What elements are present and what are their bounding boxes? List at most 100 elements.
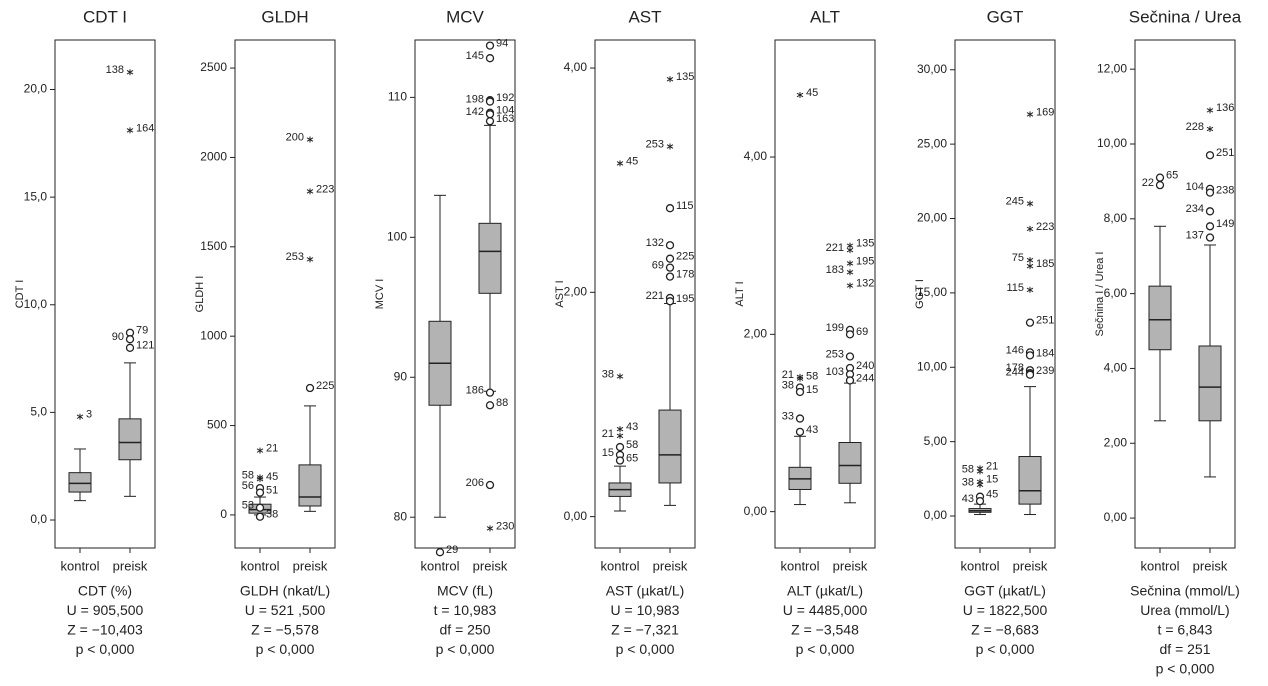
outlier-label: 115 — [676, 200, 694, 212]
y-tick-label: 1500 — [200, 239, 227, 253]
outlier-label: 234 — [1186, 203, 1204, 215]
outlier — [665, 263, 675, 272]
outlier-label: 238 — [1216, 185, 1234, 197]
outlier — [615, 456, 625, 465]
caption-line: Z = −8,683 — [971, 622, 1039, 638]
y-tick-label: 2500 — [200, 60, 227, 74]
outlier-label: 163 — [496, 113, 514, 125]
extreme — [306, 188, 314, 195]
outlier-label: 103 — [826, 366, 844, 378]
outlier-label: 58 — [962, 463, 974, 475]
outlier-label: 240 — [856, 360, 874, 372]
outlier-label: 69 — [652, 260, 664, 272]
panel-title: Sečnina / Urea — [1129, 7, 1242, 26]
x-tick-label: preisk — [113, 558, 148, 573]
caption-line: df = 251 — [1160, 641, 1211, 657]
y-tick-label: 6,00 — [1104, 286, 1128, 300]
outlier — [795, 427, 805, 437]
outlier — [485, 480, 495, 490]
caption-line: Z = −3,548 — [791, 622, 859, 638]
y-axis-label: AST I — [554, 280, 566, 307]
extreme — [976, 481, 984, 488]
caption-line: U = 4485,000 — [783, 602, 868, 618]
caption-line: MCV (fL) — [437, 583, 493, 599]
outlier-label: 225 — [316, 380, 334, 392]
y-tick-label: 110 — [388, 90, 407, 104]
outlier-label: 136 — [1216, 102, 1234, 114]
x-tick-label: preisk — [1013, 558, 1048, 573]
caption-line: p < 0,000 — [256, 641, 315, 657]
y-tick-label: 20,00 — [917, 211, 947, 225]
outlier-label: 58 — [806, 371, 818, 383]
y-tick-label: 4,00 — [1104, 361, 1128, 375]
y-tick-label: 0,00 — [1104, 510, 1128, 524]
outlier-label: 192 — [496, 92, 514, 104]
outlier-label: 121 — [136, 340, 154, 352]
y-tick-label: 2,00 — [564, 284, 588, 298]
outlier-label: 69 — [856, 326, 868, 338]
y-tick-label: 10,00 — [917, 359, 947, 373]
outlier — [485, 401, 495, 410]
extreme — [1206, 107, 1214, 114]
panel-title: CDT I — [83, 7, 127, 26]
outlier-label: 56 — [242, 480, 254, 492]
y-tick-label: 100 — [387, 229, 407, 243]
extreme — [1026, 111, 1034, 118]
plot-frame — [414, 39, 516, 549]
extreme — [796, 375, 804, 382]
outlier — [845, 330, 855, 339]
extreme — [846, 247, 854, 254]
outlier-label: 183 — [826, 264, 844, 276]
outlier-label: 53 — [242, 500, 254, 512]
y-tick-label: 25,00 — [917, 136, 947, 150]
x-tick-label: kontrol — [60, 558, 99, 573]
outlier — [485, 54, 495, 63]
outlier-label: 228 — [1186, 121, 1204, 133]
outlier-label: 146 — [1006, 344, 1024, 356]
outlier-label: 15 — [986, 474, 998, 486]
y-tick-label: 2,00 — [744, 327, 768, 341]
outlier — [125, 335, 135, 344]
extreme — [1026, 257, 1034, 264]
y-tick-label: 4,00 — [744, 149, 768, 163]
x-tick-label: preisk — [473, 558, 508, 573]
extreme — [126, 127, 134, 134]
outlier — [1155, 180, 1165, 190]
outlier-label: 51 — [266, 484, 278, 496]
outlier-label: 45 — [626, 155, 638, 167]
outlier-label: 65 — [1166, 170, 1178, 182]
extreme — [976, 468, 984, 475]
y-tick-label: 5,0 — [30, 405, 47, 419]
outlier-label: 22 — [1142, 177, 1154, 189]
extreme — [76, 413, 84, 420]
extreme — [256, 447, 264, 454]
y-tick-label: 0,00 — [564, 509, 588, 523]
caption-line: Z = −7,321 — [611, 622, 679, 638]
outlier-label: 88 — [496, 397, 508, 409]
panel-title: ALT — [810, 7, 840, 26]
outlier-label: 225 — [676, 251, 694, 263]
outlier-label: 164 — [136, 122, 154, 134]
caption-line: CDT (%) — [78, 583, 132, 599]
caption-line: p < 0,000 — [616, 641, 675, 657]
box — [658, 409, 682, 484]
extreme — [486, 525, 494, 532]
outlier — [975, 496, 985, 506]
panel-title: AST — [628, 7, 661, 26]
outlier-label: 132 — [856, 277, 874, 289]
outlier-label: 185 — [1036, 258, 1054, 270]
y-tick-label: 10,0 — [24, 297, 48, 311]
caption-line: U = 1822,500 — [963, 602, 1048, 618]
y-tick-label: 15,00 — [917, 285, 947, 299]
outlier-label: 138 — [106, 64, 124, 76]
outlier — [255, 503, 265, 512]
outlier-label: 115 — [1006, 282, 1024, 294]
extreme — [1026, 200, 1034, 207]
y-tick-label: 0 — [220, 507, 227, 521]
caption-line: Z = −10,403 — [67, 622, 143, 638]
outlier-label: 104 — [496, 105, 514, 117]
extreme — [616, 432, 624, 439]
caption-line: U = 521 ,500 — [245, 602, 326, 618]
y-axis-label: ALT I — [734, 281, 746, 306]
outlier-label: 221 — [826, 242, 844, 254]
